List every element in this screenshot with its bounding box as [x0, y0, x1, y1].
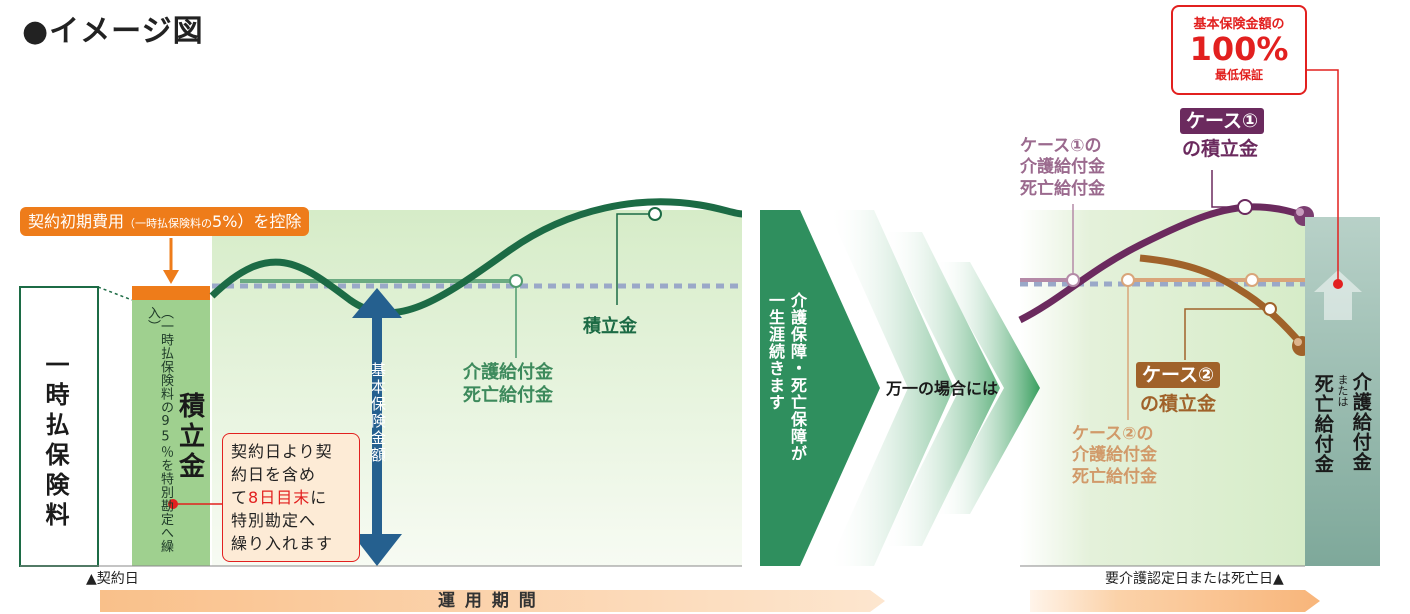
final-benefit-col1: 介護給付金	[1349, 372, 1372, 472]
benefit-label-left-line2: 死亡給付金	[463, 384, 553, 406]
final-benefit-col2: 死亡給付金	[1311, 374, 1334, 474]
deduction-bar	[132, 286, 210, 300]
deduction-small: （一時払保険料の	[124, 217, 213, 230]
benefit-label-left: 介護給付金 死亡給付金	[463, 362, 553, 407]
guarantee-line2: 100%	[1189, 30, 1289, 68]
case2-badge: ケース②	[1136, 362, 1221, 388]
case2-benefit-label: ケース②の 介護給付金 死亡給付金	[1072, 424, 1157, 488]
arrow-text-col1: 介護保障・死亡保障が	[788, 292, 807, 462]
transfer-note-line3: て8日目末に	[231, 486, 351, 509]
deduction-pct: 5%	[212, 212, 238, 231]
case1-curve	[1018, 203, 1306, 324]
main-area-right	[1020, 210, 1305, 566]
reserve-column	[132, 300, 210, 566]
period-label: 運 用 期 間	[438, 591, 538, 611]
case1-benefit-label: ケース①の 介護給付金 死亡給付金	[1020, 136, 1105, 200]
case1-benefit-line2: 介護給付金	[1020, 157, 1105, 178]
coverage-arrow	[760, 210, 880, 566]
transfer-note-highlight: 8日目末	[248, 488, 311, 507]
reserve-curve	[209, 198, 743, 317]
case2-sub: の積立金	[1140, 393, 1217, 415]
transfer-note: 契約日より契 約日を含め て8日目末に 特別勘定へ 繰り入れます	[222, 433, 360, 562]
guarantee-box: 基本保険金額の 100% 最低保証	[1171, 5, 1307, 95]
reserve-curve-label: 積立金	[583, 316, 637, 337]
basic-amount-label: 基本保険金額	[369, 362, 387, 464]
final-benefit-or: または	[1336, 374, 1349, 407]
case1-sub: の積立金	[1182, 138, 1259, 160]
case1-badge: ケース①	[1180, 108, 1265, 134]
deduction-end: ）を控除	[237, 212, 302, 231]
reserve-box-label: 積立金	[174, 392, 205, 482]
transfer-note-line3-post: に	[310, 488, 328, 507]
period-bar-right	[1030, 590, 1320, 612]
case1-benefit-line3: 死亡給付金	[1020, 178, 1105, 199]
deduction-label: 契約初期費用（一時払保険料の5%）を控除	[20, 207, 310, 236]
case2-benefit-line1: ケース②の	[1072, 424, 1154, 444]
transfer-note-line1: 契約日より契	[231, 442, 333, 461]
case2-benefit-line3: 死亡給付金	[1072, 466, 1157, 487]
lump-sum-box	[19, 286, 99, 567]
special-account-note: （一時払保険料の95％を特別勘定へ繰入）	[145, 306, 173, 553]
period-bar-left	[100, 590, 885, 612]
emergency-label: 万一の場合には	[886, 379, 999, 398]
guarantee-line3: 最低保証	[1214, 68, 1263, 82]
guarantee-line1: 基本保険金額の	[1193, 17, 1285, 32]
case2-curve	[1139, 254, 1306, 349]
transfer-note-line3-pre: て	[231, 488, 249, 507]
event-date-label: 要介護認定日または死亡日▲	[1105, 571, 1284, 587]
transfer-note-line5: 繰り入れます	[231, 534, 334, 553]
page-title: ●イメージ図	[22, 14, 204, 49]
contract-date-label: ▲契約日	[86, 571, 139, 587]
case1-benefit-line1: ケース①の	[1020, 136, 1102, 156]
arrow-text-col2: 一生涯続きます	[766, 292, 785, 411]
benefit-label-left-line1: 介護給付金	[463, 362, 553, 383]
lump-sum-label: 一時払保険料	[41, 352, 69, 532]
transfer-note-line2: 約日を含め	[231, 465, 317, 484]
transfer-note-line4: 特別勘定へ	[231, 511, 317, 530]
deduction-main: 契約初期費用	[28, 212, 125, 231]
case2-benefit-line2: 介護給付金	[1072, 445, 1157, 466]
